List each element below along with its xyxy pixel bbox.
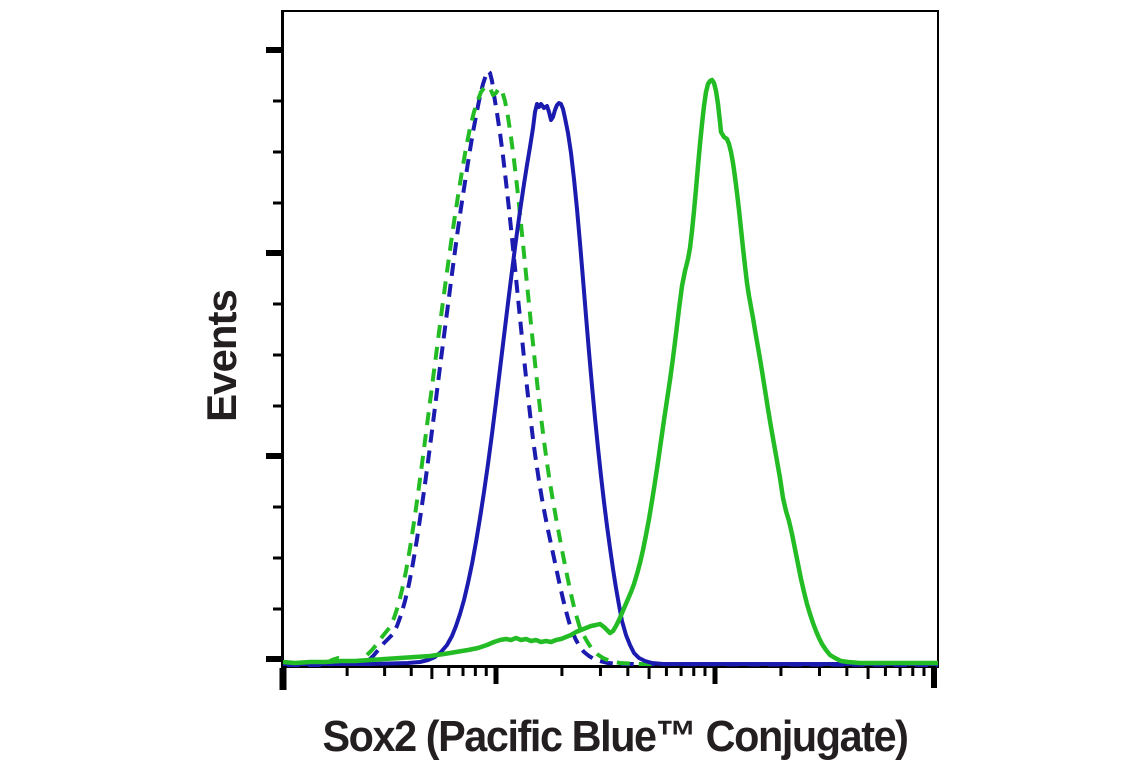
y-minor-tick <box>273 505 281 509</box>
curve-green-dashed <box>283 84 938 666</box>
x-minor-tick <box>692 668 696 676</box>
x-minor-tick <box>647 668 651 679</box>
x-minor-tick <box>626 668 630 676</box>
x-minor-tick <box>447 668 451 676</box>
axis-ticks <box>266 47 937 690</box>
x-minor-tick <box>911 668 915 676</box>
y-minor-tick <box>273 99 281 103</box>
x-minor-tick <box>461 668 465 676</box>
y-major-tick <box>266 250 281 256</box>
curve-blue-solid <box>283 101 938 666</box>
y-minor-tick <box>273 201 281 205</box>
x-minor-tick <box>866 668 870 679</box>
x-major-tick <box>712 668 718 684</box>
x-minor-tick <box>898 668 902 676</box>
x-minor-tick <box>383 668 387 676</box>
y-minor-tick <box>273 607 281 611</box>
plot-right-border <box>937 10 939 668</box>
x-minor-tick <box>779 668 783 676</box>
y-major-tick <box>266 453 281 459</box>
x-major-tick <box>931 668 937 688</box>
curve-green-solid <box>282 77 938 666</box>
x-minor-tick <box>883 668 887 676</box>
x-axis-title: Sox2 (Pacific Blue™ Conjugate) <box>322 712 909 761</box>
x-minor-tick <box>703 668 707 676</box>
y-minor-tick <box>273 353 281 357</box>
y-minor-tick <box>273 556 281 560</box>
x-minor-tick <box>664 668 668 676</box>
y-major-tick <box>266 47 281 53</box>
x-minor-tick <box>598 668 602 676</box>
x-minor-tick <box>922 668 926 676</box>
x-major-tick <box>279 668 287 690</box>
x-minor-tick <box>679 668 683 676</box>
curve-blue-dashed <box>287 69 939 667</box>
y-axis-line <box>281 10 284 668</box>
x-minor-tick <box>817 668 821 676</box>
x-minor-tick <box>430 668 434 679</box>
histogram-curves <box>282 69 939 667</box>
plot-frame <box>281 10 939 668</box>
y-minor-tick <box>273 150 281 154</box>
y-major-tick <box>266 656 281 662</box>
x-minor-tick <box>560 668 564 676</box>
x-minor-tick <box>409 668 413 676</box>
x-minor-tick <box>484 668 488 676</box>
x-minor-tick <box>845 668 849 676</box>
x-minor-tick <box>345 668 349 676</box>
plot-top-border <box>281 10 938 12</box>
x-minor-tick <box>473 668 477 676</box>
x-major-tick <box>493 668 499 684</box>
x-axis-line <box>281 665 938 668</box>
y-axis-title: Events <box>198 290 245 422</box>
y-minor-tick <box>273 404 281 408</box>
y-minor-tick <box>273 302 281 306</box>
